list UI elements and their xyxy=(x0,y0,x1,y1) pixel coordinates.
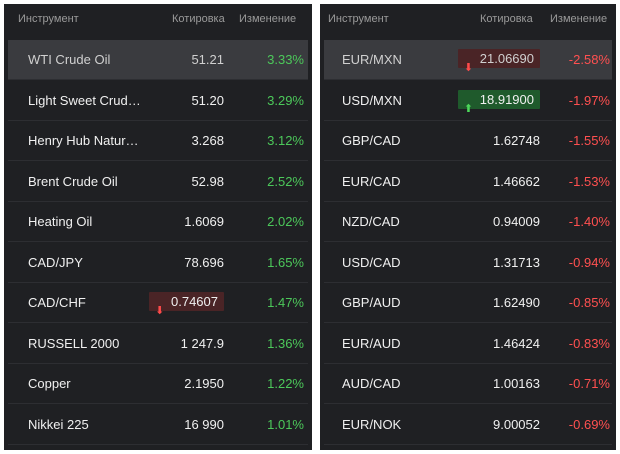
quote-value: 1.46662 xyxy=(493,173,540,189)
quote-value: 1.62748 xyxy=(493,133,540,148)
instrument-name[interactable]: WTI Crude Oil xyxy=(28,52,111,67)
change-percent: 3.33% xyxy=(267,52,304,67)
quote-text: 21.06690 xyxy=(479,51,534,66)
quote-value: ⬇ 0.74607 xyxy=(149,292,224,317)
table-row[interactable]: USD/CAD 1.31713 -0.94% xyxy=(324,243,612,283)
instrument-name[interactable]: Nikkei 225 xyxy=(28,416,89,432)
table-row[interactable]: EUR/AUD 1.46424 -0.83% xyxy=(324,324,612,364)
change-percent: 1.01% xyxy=(267,416,304,432)
quote-value: 52.98 xyxy=(191,173,224,189)
change-percent: 3.29% xyxy=(267,92,304,108)
instrument-name[interactable]: Heating Oil xyxy=(28,214,93,229)
instrument-name[interactable]: EUR/MXN xyxy=(342,52,402,67)
table-row[interactable]: Copper 2.1950 1.22% xyxy=(8,364,308,404)
quote-value: 1 247.9 xyxy=(180,335,224,351)
table-row[interactable]: GBP/CAD 1.62748 -1.55% xyxy=(324,121,612,161)
instrument-name[interactable]: Copper xyxy=(28,376,71,391)
header-instrument[interactable]: Инструмент xyxy=(328,13,389,25)
table-row[interactable]: EUR/NOK 9.00052 -0.69% xyxy=(324,405,612,445)
instrument-name[interactable]: Brent Crude Oil xyxy=(28,173,118,189)
arrow-up-icon: ⬆ xyxy=(463,102,473,115)
header-instrument[interactable]: Инструмент xyxy=(18,13,79,25)
table-row[interactable]: CAD/JPY 78.696 1.65% xyxy=(8,243,308,283)
quote-value: 1.00163 xyxy=(493,376,540,391)
quote-value: 78.696 xyxy=(184,254,224,270)
table-row[interactable]: USD/MXN ⬆ 18.91900 -1.97% xyxy=(324,81,612,121)
header-quote[interactable]: Котировка xyxy=(172,13,225,25)
change-percent: -0.85% xyxy=(568,295,610,310)
change-percent: -0.94% xyxy=(568,254,610,270)
change-percent: -0.69% xyxy=(568,416,610,432)
instrument-name[interactable]: Light Sweet Crud… xyxy=(28,92,141,108)
change-percent: 1.36% xyxy=(267,335,304,351)
table-header: Инструмент Котировка Изменение xyxy=(4,4,312,36)
gainers-table: Инструмент Котировка Изменение WTI Crude… xyxy=(4,4,312,450)
quote-value: 16 990 xyxy=(184,416,224,432)
header-quote[interactable]: Котировка xyxy=(480,13,533,25)
change-percent: -1.40% xyxy=(568,214,610,229)
quote-value: 3.268 xyxy=(191,133,224,148)
table-row[interactable]: Light Sweet Crud… 51.20 3.29% xyxy=(8,81,308,121)
table-row[interactable]: WTI Crude Oil 51.21 3.33% xyxy=(8,40,308,80)
quote-value: 9.00052 xyxy=(493,416,540,432)
table-row[interactable]: AUD/CAD 1.00163 -0.71% xyxy=(324,364,612,404)
instrument-name[interactable]: USD/MXN xyxy=(342,92,402,108)
table-row[interactable]: Brent Crude Oil 52.98 2.52% xyxy=(8,162,308,202)
instrument-name[interactable]: CAD/JPY xyxy=(28,254,83,270)
table-row[interactable]: Heating Oil 1.6069 2.02% xyxy=(8,202,308,242)
change-percent: 2.02% xyxy=(267,214,304,229)
instrument-name[interactable]: EUR/NOK xyxy=(342,416,402,432)
instrument-name[interactable]: RUSSELL 2000 xyxy=(28,335,120,351)
quote-value: 1.46424 xyxy=(493,335,540,351)
quote-text: 0.74607 xyxy=(171,294,218,309)
quote-value: 1.31713 xyxy=(493,254,540,270)
quote-text: 18.91900 xyxy=(479,91,534,107)
change-percent: -0.83% xyxy=(568,335,610,351)
instrument-name[interactable]: EUR/AUD xyxy=(342,335,401,351)
instrument-name[interactable]: GBP/AUD xyxy=(342,295,401,310)
change-percent: 3.12% xyxy=(267,133,304,148)
instrument-name[interactable]: NZD/CAD xyxy=(342,214,400,229)
arrow-down-icon: ⬇ xyxy=(463,62,473,74)
table-row[interactable]: NZD/CAD 0.94009 -1.40% xyxy=(324,202,612,242)
quote-value: ⬆ 18.91900 xyxy=(457,89,540,115)
table-row[interactable]: GBP/AUD 1.62490 -0.85% xyxy=(324,283,612,323)
instrument-name[interactable]: GBP/CAD xyxy=(342,133,401,148)
table-row[interactable]: EUR/CAD 1.46662 -1.53% xyxy=(324,162,612,202)
change-percent: -0.71% xyxy=(568,376,610,391)
table-row[interactable]: RUSSELL 2000 1 247.9 1.36% xyxy=(8,324,308,364)
quote-value: 1.62490 xyxy=(493,295,540,310)
header-change[interactable]: Изменение xyxy=(550,13,608,25)
change-percent: 1.22% xyxy=(267,376,304,391)
quote-value: 2.1950 xyxy=(184,376,224,391)
quote-value: 1.6069 xyxy=(184,214,224,229)
instrument-name[interactable]: EUR/CAD xyxy=(342,173,401,189)
change-percent: 1.47% xyxy=(267,295,304,310)
change-percent: -1.97% xyxy=(568,92,610,108)
table-row[interactable]: EUR/MXN ⬇ 21.06690 -2.58% xyxy=(324,40,612,80)
instrument-name[interactable]: AUD/CAD xyxy=(342,376,401,391)
header-change[interactable]: Изменение xyxy=(239,13,297,25)
change-percent: -1.53% xyxy=(568,173,610,189)
instrument-name[interactable]: USD/CAD xyxy=(342,254,401,270)
arrow-down-icon: ⬇ xyxy=(155,305,165,317)
change-percent: 2.52% xyxy=(267,173,304,189)
table-header: Инструмент Котировка Изменение xyxy=(320,4,616,36)
quote-value: 0.94009 xyxy=(493,214,540,229)
table-row[interactable]: CAD/CHF ⬇ 0.74607 1.47% xyxy=(8,283,308,323)
change-percent: -2.58% xyxy=(568,52,610,67)
quote-value: 51.20 xyxy=(191,92,224,108)
quote-value: ⬇ 21.06690 xyxy=(457,49,540,74)
instrument-name[interactable]: Henry Hub Natur… xyxy=(28,133,139,148)
quote-value: 51.21 xyxy=(191,52,224,67)
change-percent: -1.55% xyxy=(568,133,610,148)
table-row[interactable]: Nikkei 225 16 990 1.01% xyxy=(8,405,308,445)
losers-table: Инструмент Котировка Изменение EUR/MXN ⬇ 2… xyxy=(320,4,616,450)
change-percent: 1.65% xyxy=(267,254,304,270)
instrument-name[interactable]: CAD/CHF xyxy=(28,295,86,310)
table-row[interactable]: Henry Hub Natur… 3.268 3.12% xyxy=(8,121,308,161)
